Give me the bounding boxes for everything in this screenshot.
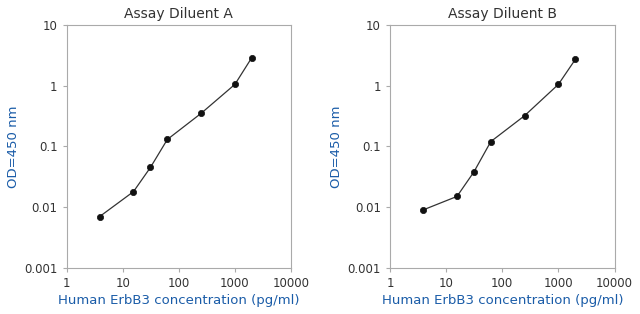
Title: Assay Diluent A: Assay Diluent A [124, 7, 233, 21]
Y-axis label: OD=450 nm: OD=450 nm [330, 105, 344, 188]
Title: Assay Diluent B: Assay Diluent B [448, 7, 557, 21]
X-axis label: Human ErbB3 concentration (pg/ml): Human ErbB3 concentration (pg/ml) [58, 294, 300, 307]
Y-axis label: OD=450 nm: OD=450 nm [7, 105, 20, 188]
X-axis label: Human ErbB3 concentration (pg/ml): Human ErbB3 concentration (pg/ml) [381, 294, 623, 307]
